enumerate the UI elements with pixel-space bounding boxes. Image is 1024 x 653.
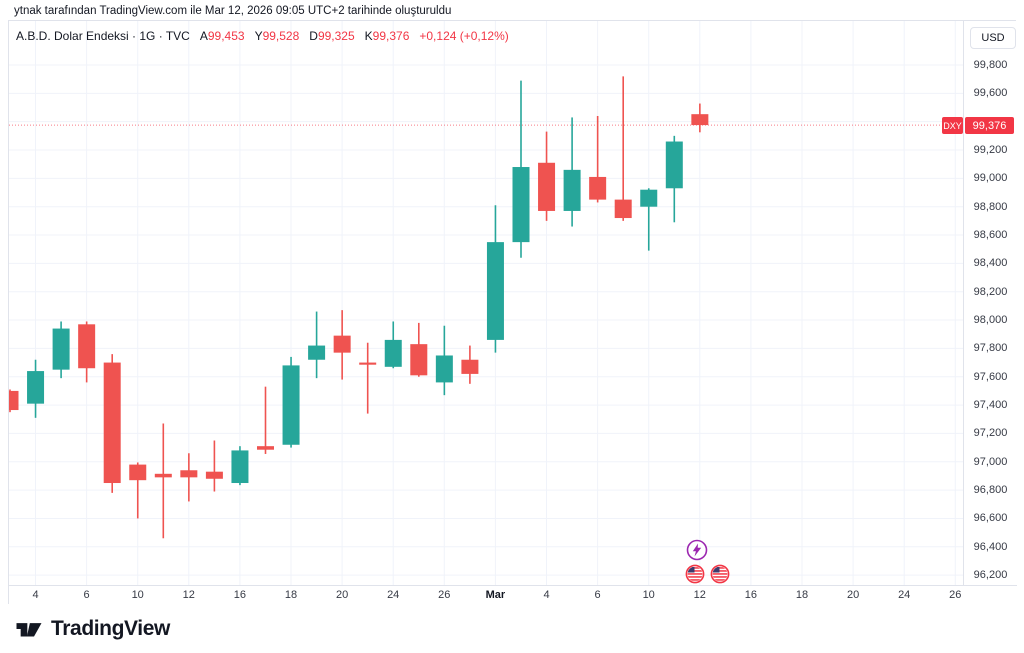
candle-body — [154, 473, 172, 478]
lightning-icon[interactable] — [686, 539, 708, 566]
price-tick: 98,200 — [973, 285, 1008, 298]
time-tick: 12 — [182, 589, 195, 601]
time-tick: 24 — [387, 589, 400, 601]
price-tick: 97,800 — [973, 342, 1008, 355]
time-tick: 4 — [32, 589, 39, 601]
candle-body — [308, 345, 326, 360]
time-tick: Mar — [485, 589, 506, 601]
tradingview-logo[interactable]: TradingView — [14, 616, 170, 642]
price-tick: 97,200 — [973, 427, 1008, 440]
price-tick: 99,600 — [973, 87, 1008, 100]
us-flag-icon[interactable] — [710, 564, 730, 589]
candle-body — [205, 471, 223, 479]
price-tick: 96,600 — [973, 512, 1008, 525]
price-tick: 98,600 — [973, 229, 1008, 242]
time-tick: 6 — [83, 589, 90, 601]
symbol-legend: A.B.D. Dolar Endeksi · 1G · TVC A99,453 … — [16, 27, 509, 45]
time-tick: 20 — [335, 589, 349, 601]
candle-body — [78, 324, 96, 369]
candle-body — [180, 470, 198, 478]
tradingview-mark-icon — [16, 623, 42, 637]
time-tick: 6 — [594, 589, 601, 601]
candle-body — [257, 446, 274, 450]
candle-body — [435, 355, 453, 383]
price-tick: 98,000 — [973, 314, 1008, 327]
time-tick: 18 — [284, 589, 298, 601]
us-flag-icon[interactable] — [685, 564, 705, 589]
last-price-label: DXY 99,376 — [942, 117, 1014, 134]
candle-body — [486, 242, 504, 340]
chart-widget: A.B.D. Dolar Endeksi · 1G · TVC A99,453 … — [8, 20, 1017, 605]
candle-body — [691, 114, 709, 126]
candle-body — [665, 141, 683, 189]
candle-body — [384, 339, 402, 367]
price-tick: 97,000 — [973, 455, 1008, 468]
candle-body — [410, 344, 428, 376]
price-tick: 97,600 — [973, 370, 1008, 383]
candle-body — [563, 169, 581, 211]
time-tick: 12 — [693, 589, 706, 601]
time-tick: 24 — [898, 589, 911, 601]
symbol-title[interactable]: A.B.D. Dolar Endeksi · 1G · TVC — [16, 29, 190, 43]
candle-body — [589, 176, 607, 200]
time-tick: 26 — [438, 589, 451, 601]
price-tick: 98,800 — [973, 200, 1008, 213]
candle-body — [129, 464, 147, 481]
candle-body — [231, 450, 249, 484]
price-tick: 99,000 — [973, 172, 1008, 185]
last-price-value: 99,376 — [965, 117, 1014, 134]
candle-body — [359, 362, 377, 365]
candle-body — [640, 189, 658, 207]
time-tick: 10 — [131, 589, 144, 601]
low-value: D99,325 — [309, 29, 355, 43]
candle-body — [52, 328, 70, 370]
candle-body — [538, 162, 556, 211]
price-tick: 97,400 — [973, 399, 1008, 412]
candle-body — [333, 335, 351, 353]
brand-name: TradingView — [51, 617, 170, 640]
time-tick: 18 — [795, 589, 809, 601]
candle-body — [614, 199, 632, 219]
price-tick: 99,800 — [973, 59, 1008, 71]
time-axis[interactable]: 4 6 10 12 16 18 20 24 26 Mar 4 6 10 12 16 18 20 24 26 — [9, 585, 1017, 605]
candle-body — [512, 167, 530, 243]
price-tick: 98,400 — [973, 257, 1008, 270]
price-tick: 96,200 — [973, 569, 1008, 582]
price-tick: 96,400 — [973, 540, 1008, 553]
time-tick: 16 — [233, 589, 247, 601]
candle-body — [27, 371, 45, 404]
price-tick: 96,800 — [973, 484, 1008, 497]
candle-body — [9, 390, 19, 411]
time-tick: 26 — [949, 589, 962, 601]
attribution-text: ytnak tarafından TradingView.com ile Mar… — [14, 5, 452, 17]
price-axis[interactable]: 99,80099,60099,40099,20099,00098,80098,6… — [963, 21, 1017, 585]
chart-canvas[interactable] — [9, 21, 963, 585]
currency-button[interactable]: USD — [970, 27, 1016, 49]
open-value: A99,453 — [199, 29, 245, 43]
symbol-badge: DXY — [942, 117, 963, 134]
time-tick: 10 — [642, 589, 655, 601]
time-tick: 20 — [846, 589, 860, 601]
candle-body — [103, 362, 121, 484]
high-value: Y99,528 — [254, 29, 300, 43]
candle-body — [282, 365, 300, 445]
time-tick: 16 — [744, 589, 758, 601]
time-tick: 4 — [543, 589, 550, 601]
candle-body — [461, 359, 479, 374]
price-tick: 99,200 — [973, 144, 1008, 157]
close-value: K99,376 — [364, 29, 410, 43]
change-value: +0,124 (+0,12%) — [419, 29, 509, 43]
